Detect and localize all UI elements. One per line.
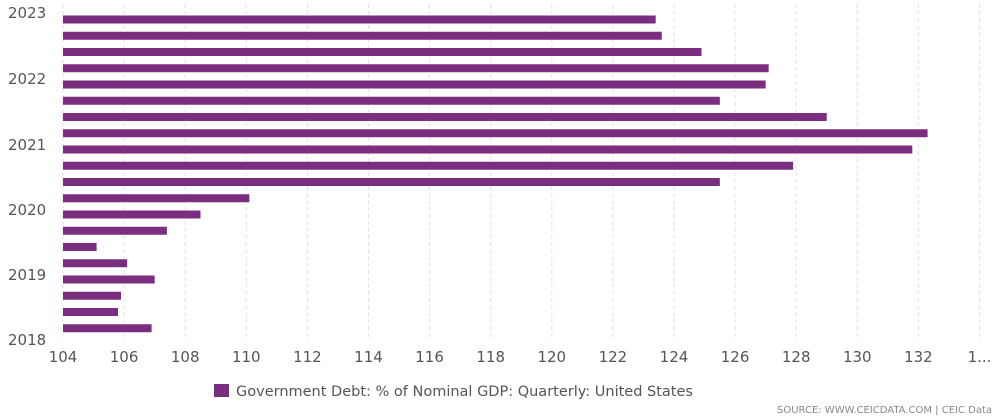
bar-2020-03[interactable] — [63, 194, 250, 203]
legend-swatch — [214, 384, 229, 397]
y-tick-label: 2020 — [8, 201, 46, 219]
bar-2018-03[interactable] — [63, 324, 152, 333]
x-tick-label: 124 — [660, 348, 689, 366]
y-axis-ticks: 2023 2022 2021 2020 2019 2018 — [8, 4, 46, 349]
x-tick-label: 128 — [782, 348, 811, 366]
legend[interactable]: Government Debt: % of Nominal GDP: Quart… — [214, 384, 693, 400]
bar-2022-03[interactable] — [63, 64, 769, 73]
x-tick-label: 132 — [904, 348, 933, 366]
x-axis-ticks: 104 106 108 110 112 114 116 118 120 122 124 126 128 1… — [49, 348, 992, 366]
bar-2020-06[interactable] — [63, 178, 720, 186]
source-note: SOURCE: WWW.CEICDATA.COM | CEIC Data — [777, 405, 992, 416]
x-tick-label: 120 — [537, 348, 566, 366]
bar-2018-09[interactable] — [63, 291, 122, 300]
x-tick-label: 1... — [968, 348, 992, 366]
y-tick-label: 2019 — [8, 266, 46, 284]
x-tick-label: 126 — [721, 348, 750, 366]
bar-2019-12[interactable] — [63, 210, 201, 219]
bar-2020-12[interactable] — [63, 145, 913, 154]
x-tick-label: 112 — [293, 348, 322, 366]
x-tick-label: 118 — [476, 348, 505, 366]
x-tick-label: 108 — [171, 348, 200, 366]
bar-2021-06[interactable] — [63, 113, 827, 121]
x-tick-label: 114 — [354, 348, 383, 366]
x-tick-label: 106 — [110, 348, 139, 366]
x-tick-label: 110 — [232, 348, 261, 366]
bar-2021-09[interactable] — [63, 96, 720, 105]
bar-2018-12[interactable] — [63, 275, 155, 284]
x-tick-label: 116 — [415, 348, 444, 366]
legend-label: Government Debt: % of Nominal GDP: Quart… — [236, 384, 693, 400]
grid-lines — [62, 4, 980, 340]
bar-2019-09[interactable] — [63, 226, 167, 235]
x-tick-label: 104 — [49, 348, 78, 366]
y-tick-label: 2023 — [8, 4, 46, 22]
x-tick-label: 130 — [843, 348, 872, 366]
bar-2018-06[interactable] — [63, 308, 118, 316]
bars — [63, 15, 928, 333]
bar-2022-09[interactable] — [63, 31, 662, 40]
bar-2021-12[interactable] — [63, 80, 766, 89]
bar-2019-03[interactable] — [63, 259, 128, 268]
y-tick-label: 2022 — [8, 70, 46, 88]
bar-2021-03[interactable] — [63, 129, 928, 138]
bar-2022-06[interactable] — [63, 48, 702, 56]
x-tick-label: 122 — [599, 348, 628, 366]
bar-2019-06[interactable] — [63, 243, 97, 251]
bar-2022-12[interactable] — [63, 15, 656, 24]
y-tick-label: 2018 — [8, 331, 46, 349]
y-tick-label: 2021 — [8, 136, 46, 154]
bar-2020-09[interactable] — [63, 161, 794, 170]
